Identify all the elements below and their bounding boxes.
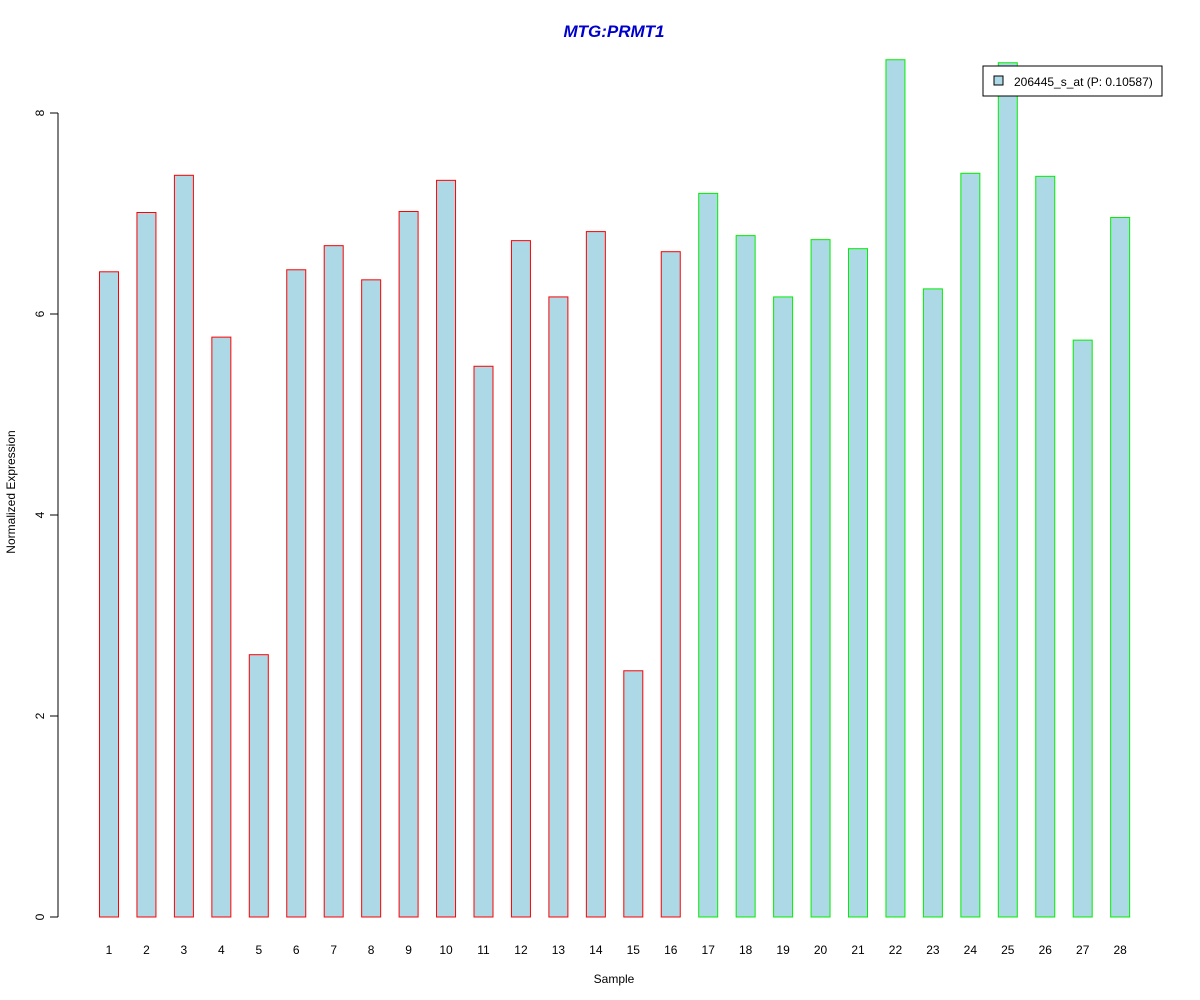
x-tick-label: 11 <box>477 943 490 957</box>
x-tick-label: 10 <box>439 943 453 957</box>
x-tick-label: 27 <box>1076 943 1090 957</box>
x-tick-label: 20 <box>814 943 828 957</box>
x-tick-label: 17 <box>702 943 716 957</box>
x-tick-label: 18 <box>739 943 753 957</box>
bar-10 <box>436 179 457 918</box>
x-tick-label: 21 <box>851 943 865 957</box>
x-tick-label: 3 <box>181 943 188 957</box>
bar-24 <box>960 172 981 918</box>
x-tick-label: 26 <box>1039 943 1053 957</box>
x-tick-label: 14 <box>589 943 603 957</box>
x-axis-labels: 1 2 3 4 5 6 7 8 9 10 11 12 13 14 15 16 17 18 19 20 21 22 23 24 2… <box>106 943 1127 957</box>
x-tick-label: 1 <box>106 943 113 957</box>
x-tick-label: 22 <box>889 943 903 957</box>
bar-26 <box>1035 175 1056 918</box>
bar-1 <box>99 271 119 918</box>
x-tick-label: 25 <box>1001 943 1015 957</box>
bar-14 <box>585 231 606 918</box>
bar-6 <box>286 269 307 918</box>
x-tick-label: 6 <box>293 943 300 957</box>
bar-21 <box>848 248 868 918</box>
bar-23 <box>922 288 943 918</box>
bar-15 <box>623 670 644 918</box>
bar-19 <box>773 296 794 918</box>
y-tick-label: 0 <box>33 913 47 920</box>
bar-13 <box>548 296 569 918</box>
y-tick-label: 6 <box>33 310 47 317</box>
x-tick-label: 24 <box>964 943 978 957</box>
x-tick-label: 7 <box>330 943 337 957</box>
x-tick-label: 16 <box>664 943 678 957</box>
bar-2 <box>136 211 157 918</box>
y-axis-label: Normalized Expression <box>4 430 18 553</box>
bar-17 <box>698 192 719 918</box>
x-axis-label: Sample <box>594 972 635 986</box>
bar-8 <box>361 279 382 918</box>
bar-3 <box>173 174 194 918</box>
y-axis: 0 2 4 6 8 <box>33 109 59 920</box>
x-tick-label: 13 <box>552 943 566 957</box>
bar-20 <box>810 239 831 918</box>
bar-4 <box>211 336 232 918</box>
bar-27 <box>1072 339 1093 918</box>
x-tick-label: 9 <box>405 943 412 957</box>
x-tick-label: 2 <box>143 943 150 957</box>
bar-16 <box>660 251 681 918</box>
chart-title: MTG:PRMT1 <box>563 22 664 41</box>
y-tick-label: 2 <box>33 712 47 719</box>
bars <box>99 59 1131 918</box>
x-tick-label: 19 <box>776 943 790 957</box>
bar-22 <box>885 59 906 918</box>
bar-11 <box>473 365 494 918</box>
x-tick-label: 12 <box>514 943 528 957</box>
legend-box <box>982 65 1163 97</box>
x-tick-label: 5 <box>255 943 262 957</box>
y-tick-label: 8 <box>33 109 47 116</box>
bar-28 <box>1110 217 1131 918</box>
y-tick-label: 4 <box>33 511 47 518</box>
x-tick-label: 4 <box>218 943 225 957</box>
x-tick-label: 23 <box>926 943 940 957</box>
bar-9 <box>398 210 419 918</box>
x-tick-label: 8 <box>368 943 375 957</box>
x-tick-label: 15 <box>627 943 641 957</box>
bar-12 <box>510 240 531 918</box>
x-tick-label: 28 <box>1113 943 1127 957</box>
legend-label: 206445_s_at (P: 0.10587) <box>1014 75 1153 89</box>
bar-25 <box>997 62 1018 918</box>
bar-7 <box>323 245 344 918</box>
legend: 206445_s_at (P: 0.10587) <box>982 65 1163 97</box>
bar-18 <box>735 235 756 918</box>
legend-swatch <box>993 75 1004 86</box>
bar-5 <box>248 654 269 918</box>
